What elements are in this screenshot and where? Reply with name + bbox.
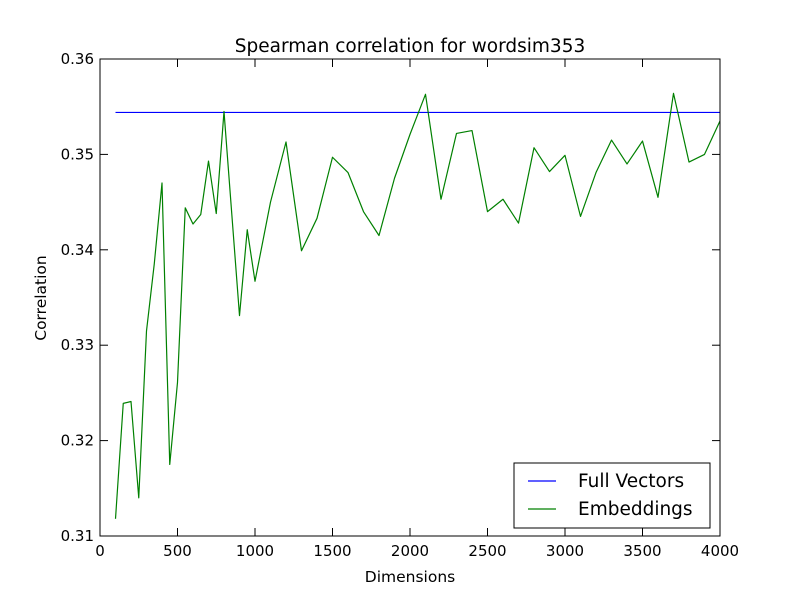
x-tick-label: 4000 — [701, 542, 739, 560]
plot-area — [100, 59, 720, 536]
y-tick-label: 0.31 — [61, 527, 94, 545]
x-axis-label: Dimensions — [365, 568, 455, 586]
x-tick-label: 2000 — [391, 542, 429, 560]
x-tick-label: 500 — [163, 542, 192, 560]
y-tick-label: 0.32 — [61, 432, 94, 450]
legend: Full Vectors Embeddings — [513, 462, 711, 529]
legend-box — [513, 462, 711, 529]
y-tick-label: 0.33 — [61, 336, 94, 354]
y-tick-label: 0.35 — [61, 145, 94, 163]
ticks-layer: 0 500 1000 1500 2000 2500 3000 3500 4000 0.31 0.32… — [61, 50, 740, 560]
chart-title: Spearman correlation for wordsim353 — [235, 36, 586, 57]
series-layer — [114, 92, 720, 519]
series-line-embeddings — [114, 92, 720, 519]
y-tick-label: 0.36 — [61, 50, 94, 68]
x-tick-label: 0 — [95, 542, 105, 560]
x-tick-label: 1000 — [236, 542, 274, 560]
legend-label: Embeddings — [578, 499, 693, 520]
x-tick-label: 3000 — [546, 542, 584, 560]
y-axis-label: Correlation — [32, 255, 50, 340]
x-tick-label: 1500 — [313, 542, 351, 560]
x-tick-label: 2500 — [468, 542, 506, 560]
plot-background — [100, 59, 720, 536]
x-tick-label: 3500 — [623, 542, 661, 560]
legend-label: Full Vectors — [578, 471, 684, 492]
y-tick-label: 0.34 — [61, 241, 94, 259]
